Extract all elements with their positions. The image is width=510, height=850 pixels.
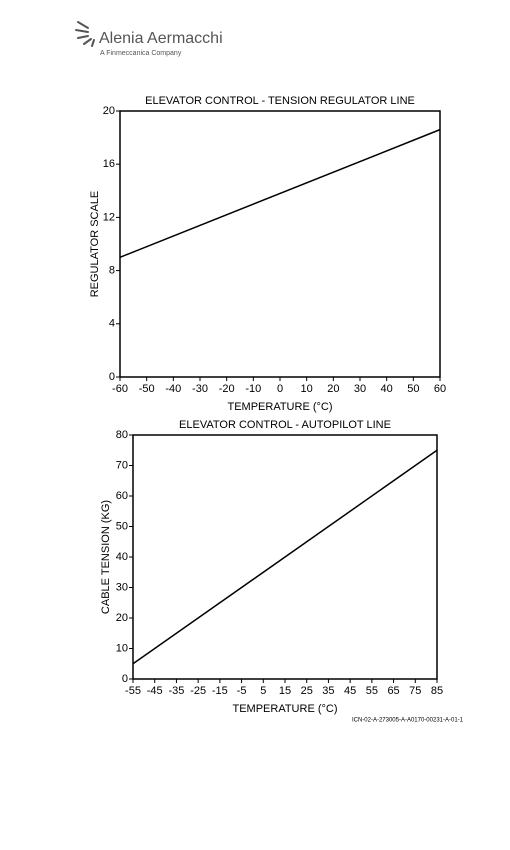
y-axis-label: REGULATOR SCALE	[89, 191, 101, 298]
x-tick-label: -35	[168, 685, 184, 697]
x-tick-label: -45	[147, 685, 163, 697]
y-tick-label: 50	[116, 520, 128, 532]
x-tick-label: 35	[322, 685, 334, 697]
x-axis-label: TEMPERATURE (°C)	[227, 401, 332, 413]
company-name: Alenia Aermacchi	[99, 30, 223, 47]
x-tick-label: 60	[434, 383, 446, 395]
x-tick-label: -60	[112, 383, 128, 395]
x-tick-label: 0	[277, 383, 283, 395]
logo-stroke	[83, 38, 92, 45]
logo-stroke	[77, 21, 89, 29]
x-tick-label: 20	[327, 383, 339, 395]
y-tick-label: 16	[103, 158, 115, 170]
chart-title: ELEVATOR CONTROL - AUTOPILOT LINE	[179, 419, 391, 431]
x-tick-label: 75	[409, 685, 421, 697]
x-tick-label: -10	[245, 383, 261, 395]
x-tick-label: -20	[219, 383, 235, 395]
x-tick-label: -50	[139, 383, 155, 395]
x-tick-label: 55	[366, 685, 378, 697]
x-axis-label: TEMPERATURE (°C)	[232, 703, 337, 715]
company-tagline: A Finmeccanica Company	[100, 50, 182, 57]
x-tick-label: -5	[237, 685, 247, 697]
plot-frame	[119, 110, 441, 378]
x-tick-label: 45	[344, 685, 356, 697]
logo-icon	[75, 21, 95, 47]
y-tick-label: 40	[116, 551, 128, 563]
logo-stroke	[77, 35, 89, 39]
y-tick-label: 70	[116, 459, 128, 471]
data-line	[119, 128, 441, 258]
y-tick-label: 10	[116, 642, 128, 654]
x-tick-label: -30	[192, 383, 208, 395]
x-tick-label: 5	[260, 685, 266, 697]
y-tick-label: 80	[116, 429, 128, 441]
x-tick-label: 40	[381, 383, 393, 395]
x-tick-label: 15	[279, 685, 291, 697]
y-tick-label: 20	[103, 105, 115, 117]
y-tick-label: 12	[103, 211, 115, 223]
y-tick-label: 8	[109, 265, 115, 277]
y-tick-label: 30	[116, 581, 128, 593]
x-tick-label: 85	[431, 685, 443, 697]
x-tick-label: 65	[387, 685, 399, 697]
y-tick-label: 60	[116, 490, 128, 502]
logo-stroke	[75, 29, 89, 33]
data-line	[132, 449, 438, 665]
x-tick-label: 50	[407, 383, 419, 395]
y-tick-label: 0	[122, 673, 128, 685]
chart-title: ELEVATOR CONTROL - TENSION REGULATOR LIN…	[145, 95, 415, 107]
y-tick-label: 4	[109, 318, 115, 330]
logo-stroke	[91, 39, 95, 47]
x-tick-label: -15	[212, 685, 228, 697]
y-tick-label: 0	[109, 371, 115, 383]
x-tick-label: 10	[301, 383, 313, 395]
x-tick-label: 30	[354, 383, 366, 395]
y-axis-label: CABLE TENSION (KG)	[100, 500, 112, 614]
figure-code: ICN-02-A-273005-A-A0170-00231-A-01-1	[352, 718, 464, 724]
x-tick-label: -55	[125, 685, 141, 697]
x-tick-label: 25	[301, 685, 313, 697]
y-tick-label: 20	[116, 612, 128, 624]
x-tick-label: -40	[165, 383, 181, 395]
x-tick-label: -25	[190, 685, 206, 697]
